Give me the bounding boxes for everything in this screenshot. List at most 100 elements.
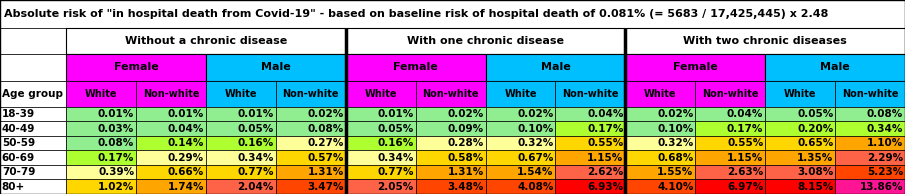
Bar — [346, 81, 415, 107]
Bar — [66, 136, 136, 150]
Bar — [556, 121, 625, 136]
Text: 0.01%: 0.01% — [377, 109, 414, 119]
Text: 50-59: 50-59 — [2, 138, 35, 148]
Text: 0.04%: 0.04% — [587, 109, 624, 119]
Text: 1.02%: 1.02% — [98, 182, 134, 192]
Bar — [415, 136, 485, 150]
Bar — [625, 136, 695, 150]
Bar — [766, 54, 905, 81]
Text: Non-white: Non-white — [423, 89, 479, 99]
Bar — [0, 54, 66, 81]
Bar — [136, 81, 205, 107]
Text: 0.34%: 0.34% — [867, 124, 903, 133]
Text: 1.31%: 1.31% — [308, 167, 344, 177]
Bar — [695, 107, 766, 121]
Bar — [625, 81, 695, 107]
Text: 1.15%: 1.15% — [587, 153, 624, 163]
Text: 0.08%: 0.08% — [867, 109, 903, 119]
Text: Female: Female — [394, 62, 438, 72]
Bar — [556, 165, 625, 179]
Bar — [0, 179, 66, 194]
Bar — [485, 107, 556, 121]
Bar — [766, 165, 835, 179]
Bar — [276, 81, 346, 107]
Text: 0.17%: 0.17% — [98, 153, 134, 163]
Text: 6.93%: 6.93% — [587, 182, 624, 192]
Bar — [66, 28, 346, 54]
Text: 1.31%: 1.31% — [447, 167, 483, 177]
Bar — [625, 165, 695, 179]
Text: 60-69: 60-69 — [2, 153, 35, 163]
Text: 0.77%: 0.77% — [237, 167, 274, 177]
Bar — [625, 150, 695, 165]
Bar — [695, 179, 766, 194]
Bar — [205, 107, 276, 121]
Bar — [276, 136, 346, 150]
Text: 0.17%: 0.17% — [727, 124, 764, 133]
Text: Without a chronic disease: Without a chronic disease — [125, 36, 287, 46]
Bar — [205, 179, 276, 194]
Text: 2.29%: 2.29% — [867, 153, 903, 163]
Text: 40-49: 40-49 — [2, 124, 35, 133]
Text: 0.17%: 0.17% — [587, 124, 624, 133]
Text: 6.97%: 6.97% — [727, 182, 764, 192]
Bar — [415, 107, 485, 121]
Bar — [66, 54, 205, 81]
Bar — [205, 150, 276, 165]
Text: 0.01%: 0.01% — [98, 109, 134, 119]
Text: 0.32%: 0.32% — [657, 138, 693, 148]
Bar — [346, 28, 625, 54]
Text: 0.77%: 0.77% — [377, 167, 414, 177]
Text: 2.63%: 2.63% — [727, 167, 764, 177]
Bar — [415, 165, 485, 179]
Bar — [695, 150, 766, 165]
Bar — [276, 107, 346, 121]
Text: White: White — [784, 89, 816, 99]
Text: Non-white: Non-white — [842, 89, 899, 99]
Bar — [276, 165, 346, 179]
Text: 0.05%: 0.05% — [797, 109, 834, 119]
Bar — [415, 150, 485, 165]
Text: 1.35%: 1.35% — [797, 153, 834, 163]
Bar — [346, 54, 485, 81]
Text: Non-white: Non-white — [702, 89, 758, 99]
Text: 0.55%: 0.55% — [587, 138, 624, 148]
Text: 0.10%: 0.10% — [518, 124, 554, 133]
Bar — [556, 136, 625, 150]
Text: 1.74%: 1.74% — [167, 182, 204, 192]
Text: 0.09%: 0.09% — [448, 124, 483, 133]
Bar — [205, 54, 346, 81]
Text: 0.01%: 0.01% — [238, 109, 274, 119]
Text: 3.48%: 3.48% — [447, 182, 483, 192]
Bar — [0, 107, 66, 121]
Bar — [766, 121, 835, 136]
Text: 0.03%: 0.03% — [98, 124, 134, 133]
Bar — [485, 136, 556, 150]
Bar — [0, 28, 66, 54]
Bar — [766, 179, 835, 194]
Text: 0.08%: 0.08% — [98, 138, 134, 148]
Text: 0.32%: 0.32% — [518, 138, 554, 148]
Bar — [556, 81, 625, 107]
Text: 0.20%: 0.20% — [797, 124, 834, 133]
Bar — [625, 179, 695, 194]
Bar — [835, 165, 905, 179]
Text: With one chronic disease: With one chronic disease — [407, 36, 564, 46]
Bar — [695, 165, 766, 179]
Text: 0.02%: 0.02% — [657, 109, 693, 119]
Text: Male: Male — [261, 62, 291, 72]
Text: 0.27%: 0.27% — [308, 138, 344, 148]
Bar — [66, 107, 136, 121]
Bar — [0, 81, 66, 107]
Bar — [276, 150, 346, 165]
Text: Female: Female — [114, 62, 158, 72]
Bar — [556, 179, 625, 194]
Bar — [485, 179, 556, 194]
Bar — [766, 107, 835, 121]
Text: 0.67%: 0.67% — [518, 153, 554, 163]
Text: Male: Male — [820, 62, 850, 72]
Bar — [205, 121, 276, 136]
Bar — [485, 81, 556, 107]
Bar — [136, 136, 205, 150]
Text: 3.08%: 3.08% — [797, 167, 834, 177]
